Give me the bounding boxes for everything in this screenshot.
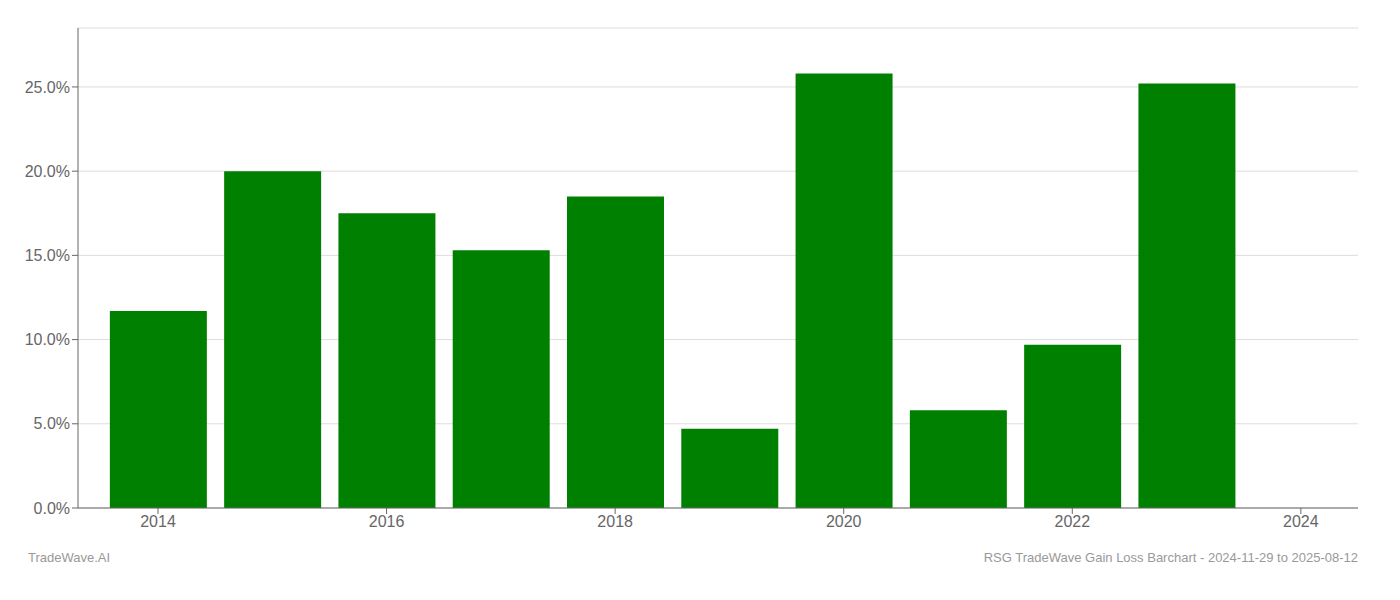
svg-text:5.0%: 5.0%	[34, 415, 70, 432]
html-text:RSG TradeWave Gain Loss Barcha: RSG TradeWave Gain Loss Barchart - 2024-…	[983, 550, 1358, 565]
svg-text:2024: 2024	[1283, 513, 1319, 530]
svg-text:2014: 2014	[140, 513, 176, 530]
svg-text:25.0%: 25.0%	[25, 79, 70, 96]
svg-text:20.0%: 20.0%	[25, 163, 70, 180]
svg-text:2016: 2016	[369, 513, 405, 530]
svg-text:2018: 2018	[597, 513, 633, 530]
svg-text:10.0%: 10.0%	[25, 331, 70, 348]
html-text:TradeWave.AI: TradeWave.AI	[28, 550, 111, 565]
svg-text:2020: 2020	[826, 513, 862, 530]
svg-text:2022: 2022	[1054, 513, 1090, 530]
svg-text:15.0%: 15.0%	[25, 247, 70, 264]
svg-text:0.0%: 0.0%	[34, 500, 70, 517]
